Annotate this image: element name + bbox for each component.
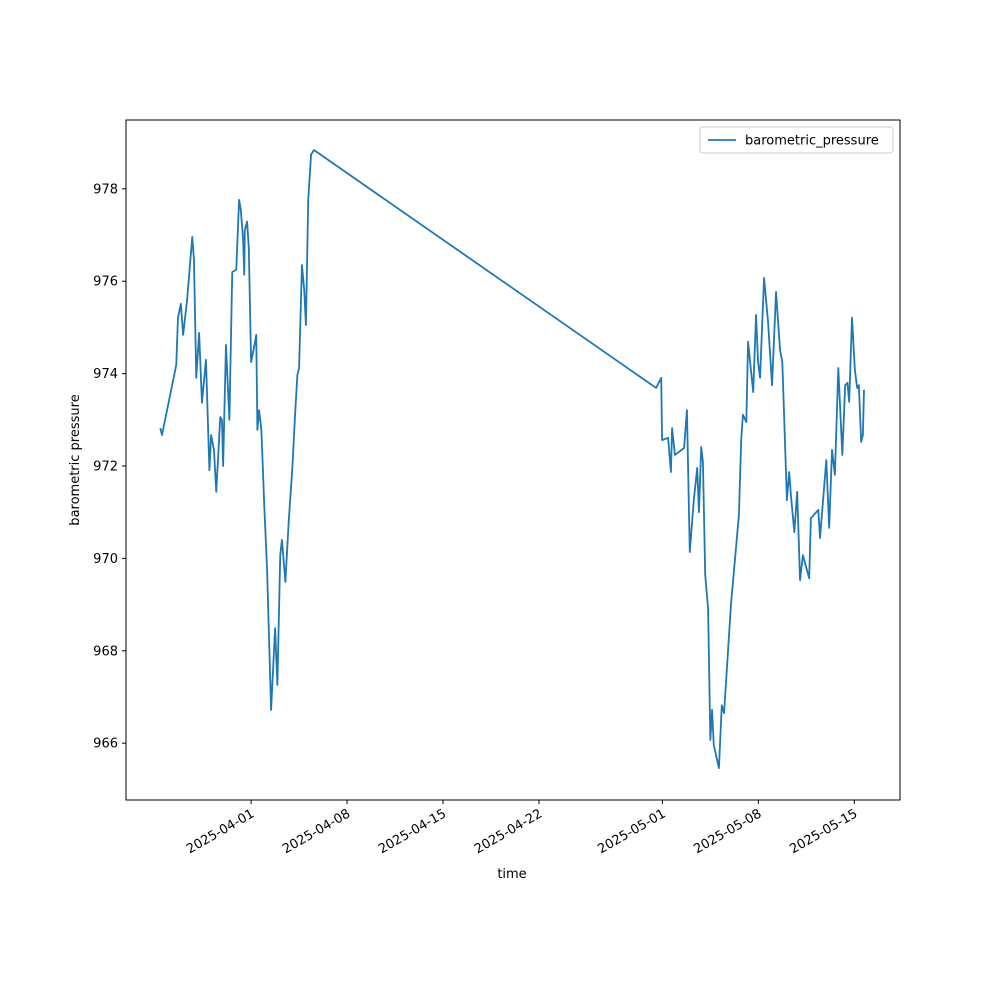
legend: barometric_pressure xyxy=(699,126,894,154)
x-tick-label: 2025-04-15 xyxy=(376,806,449,857)
x-tick-label: 2025-05-08 xyxy=(691,806,764,857)
y-tick-label: 970 xyxy=(93,552,118,567)
x-tick-label: 2025-04-22 xyxy=(472,806,545,857)
x-tick-label: 2025-04-08 xyxy=(280,806,353,857)
axes-frame xyxy=(125,119,901,801)
x-tick-label: 2025-05-15 xyxy=(787,806,860,857)
y-tick-label: 968 xyxy=(93,644,118,659)
legend-box xyxy=(699,126,894,154)
y-axis-label: barometric pressure xyxy=(68,394,83,525)
y-tick-label: 972 xyxy=(93,460,118,475)
y-tick-label: 966 xyxy=(93,737,118,752)
y-tick-label: 974 xyxy=(93,367,118,382)
y-tick-label: 976 xyxy=(93,275,118,290)
x-tick-label: 2025-05-01 xyxy=(595,806,668,857)
legend-label: barometric_pressure xyxy=(745,134,879,149)
line-series xyxy=(159,149,865,770)
x-tick-label: 2025-04-01 xyxy=(184,806,257,857)
y-tick-label: 978 xyxy=(93,182,118,197)
x-axis-label: time xyxy=(497,867,526,882)
